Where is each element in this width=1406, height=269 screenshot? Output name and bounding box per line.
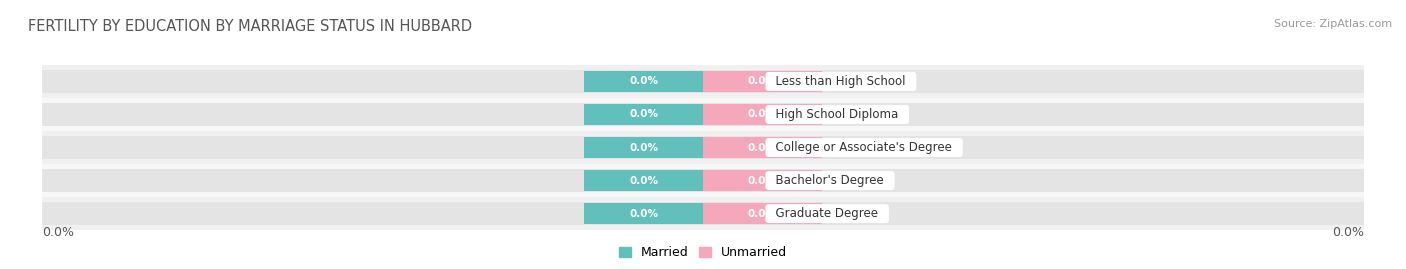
Text: Source: ZipAtlas.com: Source: ZipAtlas.com xyxy=(1274,19,1392,29)
Bar xyxy=(703,137,823,158)
Bar xyxy=(42,98,1364,131)
Text: 0.0%: 0.0% xyxy=(628,176,658,186)
Text: 0.0%: 0.0% xyxy=(748,143,778,153)
Bar xyxy=(42,169,1364,192)
Bar xyxy=(703,104,823,125)
Text: 0.0%: 0.0% xyxy=(628,109,658,119)
Bar xyxy=(42,131,1364,164)
Text: 0.0%: 0.0% xyxy=(748,208,778,219)
Text: FERTILITY BY EDUCATION BY MARRIAGE STATUS IN HUBBARD: FERTILITY BY EDUCATION BY MARRIAGE STATU… xyxy=(28,19,472,34)
Text: 0.0%: 0.0% xyxy=(748,109,778,119)
Text: 0.0%: 0.0% xyxy=(628,143,658,153)
Text: Less than High School: Less than High School xyxy=(769,75,914,88)
Bar xyxy=(42,164,1364,197)
Text: Graduate Degree: Graduate Degree xyxy=(769,207,886,220)
Text: 0.0%: 0.0% xyxy=(42,226,75,239)
Bar xyxy=(583,104,703,125)
Text: 0.0%: 0.0% xyxy=(628,76,658,86)
Bar xyxy=(703,170,823,191)
Bar xyxy=(42,65,1364,98)
Text: 0.0%: 0.0% xyxy=(1331,226,1364,239)
Bar xyxy=(583,170,703,191)
Bar xyxy=(583,71,703,92)
Bar xyxy=(703,71,823,92)
Bar xyxy=(42,197,1364,230)
Bar xyxy=(42,136,1364,160)
Bar xyxy=(42,102,1364,126)
Bar xyxy=(42,202,1364,225)
Text: College or Associate's Degree: College or Associate's Degree xyxy=(769,141,960,154)
Text: 0.0%: 0.0% xyxy=(748,76,778,86)
Text: 0.0%: 0.0% xyxy=(748,176,778,186)
Bar xyxy=(583,137,703,158)
Text: Bachelor's Degree: Bachelor's Degree xyxy=(769,174,891,187)
Bar xyxy=(42,70,1364,93)
Legend: Married, Unmarried: Married, Unmarried xyxy=(613,241,793,264)
Text: 0.0%: 0.0% xyxy=(628,208,658,219)
Text: High School Diploma: High School Diploma xyxy=(769,108,907,121)
Bar xyxy=(583,203,703,224)
Bar xyxy=(703,203,823,224)
